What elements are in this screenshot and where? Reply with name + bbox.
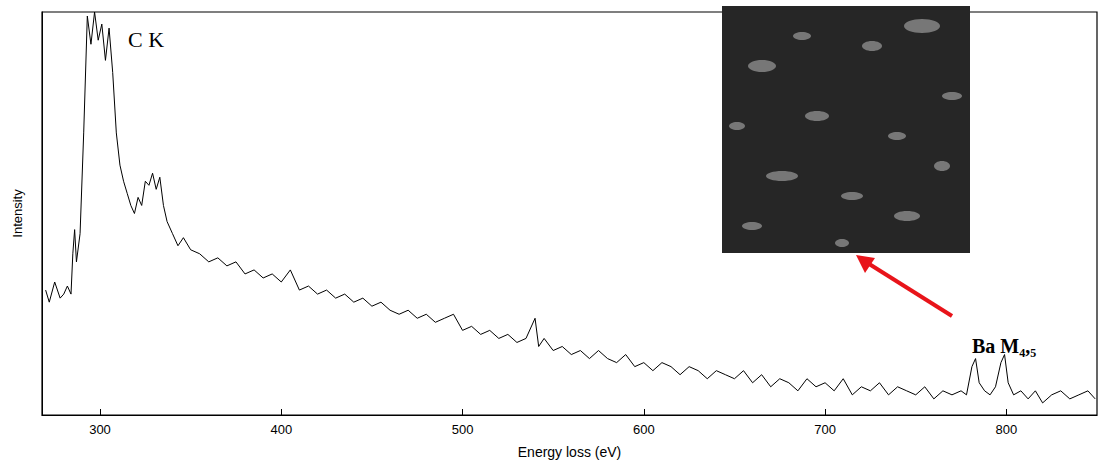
svg-text:800: 800 <box>996 422 1018 437</box>
svg-text:300: 300 <box>89 422 111 437</box>
svg-text:Energy loss (eV): Energy loss (eV) <box>518 444 621 460</box>
svg-text:Intensity: Intensity <box>10 189 25 238</box>
svg-text:C K: C K <box>128 27 164 52</box>
svg-text:600: 600 <box>633 422 655 437</box>
svg-text:500: 500 <box>452 422 474 437</box>
svg-text:Ba M₄,₅: Ba M₄,₅ <box>972 335 1036 357</box>
svg-text:400: 400 <box>270 422 292 437</box>
svg-text:700: 700 <box>814 422 836 437</box>
